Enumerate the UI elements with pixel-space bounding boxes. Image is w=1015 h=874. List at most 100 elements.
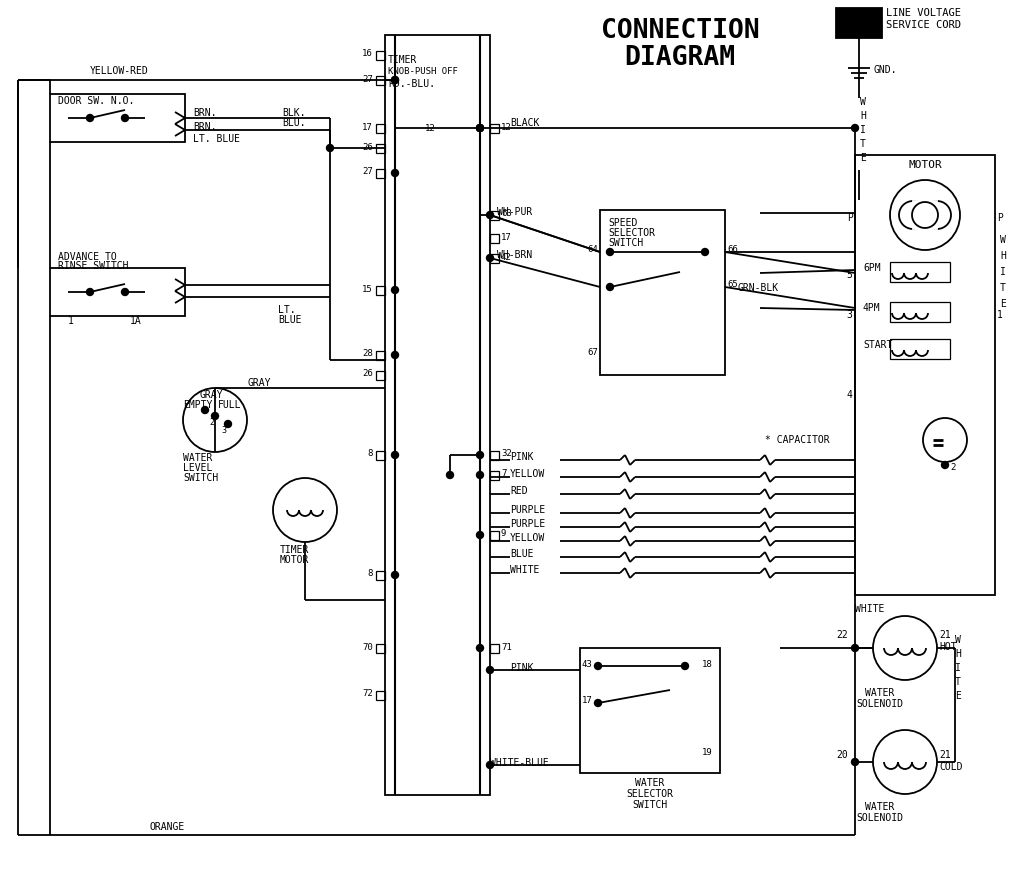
Circle shape [476, 452, 483, 459]
Circle shape [122, 288, 129, 295]
Text: RED: RED [510, 486, 528, 496]
Circle shape [942, 461, 948, 468]
Text: P: P [848, 213, 853, 223]
Circle shape [852, 759, 859, 766]
Circle shape [701, 248, 708, 255]
Bar [600, 210, 725, 375]
Text: 7: 7 [501, 469, 506, 478]
Bar [855, 155, 995, 595]
Text: T: T [860, 139, 866, 149]
Bar [914, 201, 937, 229]
Circle shape [486, 667, 493, 674]
Text: SELECTOR: SELECTOR [608, 228, 655, 238]
Text: 27: 27 [362, 168, 373, 177]
Text: SPEED: SPEED [608, 218, 637, 228]
Text: 42: 42 [501, 253, 512, 261]
Text: 28: 28 [362, 350, 373, 358]
Text: TIMER: TIMER [388, 55, 417, 65]
Text: WHITE-BLUE: WHITE-BLUE [490, 758, 549, 768]
Text: MOTOR: MOTOR [280, 555, 310, 565]
Text: 1: 1 [68, 316, 74, 326]
Text: 2: 2 [950, 463, 955, 472]
Text: W: W [860, 97, 866, 107]
Circle shape [86, 114, 93, 121]
Text: 19: 19 [702, 748, 713, 757]
Text: E: E [955, 691, 961, 701]
Text: 2: 2 [209, 418, 214, 427]
Bar [836, 8, 882, 38]
Text: RINSE SWITCH: RINSE SWITCH [58, 261, 129, 271]
Circle shape [873, 730, 937, 794]
Text: 43: 43 [582, 660, 593, 669]
Text: LT.: LT. [278, 305, 295, 315]
Text: LT. BLUE: LT. BLUE [193, 134, 240, 144]
Text: SWITCH: SWITCH [608, 238, 644, 248]
Circle shape [899, 201, 927, 229]
Circle shape [923, 201, 951, 229]
Bar [490, 471, 499, 480]
Text: PINK: PINK [510, 452, 534, 462]
Text: WHITE: WHITE [855, 604, 884, 614]
Text: 20: 20 [836, 750, 848, 760]
Text: 5: 5 [847, 270, 852, 280]
Text: W: W [955, 635, 961, 645]
Text: 70: 70 [362, 642, 373, 651]
Text: MOTOR: MOTOR [908, 160, 942, 170]
Text: SELECTOR: SELECTOR [626, 789, 674, 799]
Text: 22: 22 [836, 630, 848, 640]
Text: 16: 16 [362, 50, 373, 59]
Text: 26: 26 [362, 370, 373, 378]
Circle shape [392, 77, 399, 84]
Bar [376, 644, 385, 653]
Text: W: W [1000, 235, 1006, 245]
Circle shape [476, 471, 483, 478]
Text: YELLOW-RED: YELLOW-RED [90, 66, 149, 76]
Text: I: I [955, 663, 961, 673]
Text: E: E [860, 153, 866, 163]
Circle shape [476, 124, 483, 131]
Text: H: H [955, 649, 961, 659]
Text: YELLOW: YELLOW [510, 469, 545, 479]
Text: SERVICE CORD: SERVICE CORD [886, 20, 961, 30]
Text: 12: 12 [501, 122, 512, 131]
Bar [490, 451, 499, 460]
Text: START: START [863, 340, 892, 350]
Circle shape [202, 406, 208, 413]
Bar [890, 302, 950, 322]
Text: 1A: 1A [130, 316, 142, 326]
Circle shape [607, 283, 613, 290]
Text: ORANGE: ORANGE [150, 822, 186, 832]
Text: WATER: WATER [866, 802, 894, 812]
Circle shape [476, 124, 483, 131]
Text: 63: 63 [501, 210, 512, 218]
Text: FULL: FULL [218, 400, 242, 410]
Text: 8: 8 [367, 570, 373, 579]
Text: YELLOW: YELLOW [510, 533, 545, 543]
Text: WH-BRN: WH-BRN [497, 250, 532, 260]
Text: 17: 17 [362, 122, 373, 131]
Text: 66: 66 [727, 245, 738, 254]
Text: BLUE: BLUE [278, 315, 301, 325]
Text: GRAY: GRAY [248, 378, 271, 388]
Text: GND.: GND. [874, 65, 897, 75]
Circle shape [392, 170, 399, 177]
Circle shape [607, 248, 613, 255]
Circle shape [852, 644, 859, 651]
Bar [376, 76, 385, 85]
Text: 1: 1 [997, 310, 1003, 320]
Text: PURPLE: PURPLE [510, 505, 545, 515]
Bar [376, 124, 385, 133]
Text: 65: 65 [727, 280, 738, 289]
Text: SWITCH: SWITCH [183, 473, 218, 483]
Text: TIMER: TIMER [280, 545, 310, 555]
Bar [376, 169, 385, 178]
Circle shape [392, 287, 399, 294]
Bar [490, 124, 499, 133]
Bar [490, 234, 499, 243]
Text: ADVANCE TO: ADVANCE TO [58, 252, 117, 262]
Circle shape [273, 478, 337, 542]
Text: * CAPACITOR: * CAPACITOR [765, 435, 829, 445]
Text: 72: 72 [362, 690, 373, 698]
Bar [490, 644, 499, 653]
Bar [385, 35, 490, 795]
